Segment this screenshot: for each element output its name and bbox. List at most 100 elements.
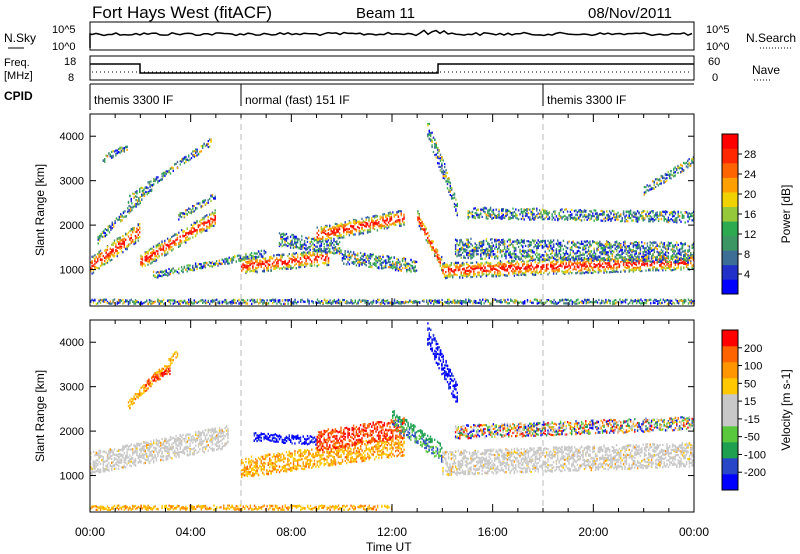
data-cell: [364, 261, 366, 264]
data-cell: [292, 255, 295, 258]
data-cell: [604, 243, 607, 246]
data-cell: [166, 274, 169, 277]
data-cell: [271, 257, 274, 260]
data-cell: [278, 241, 281, 245]
data-cell: [352, 227, 355, 230]
data-cell: [112, 250, 114, 253]
data-cell: [460, 238, 462, 241]
data-cell: [172, 267, 174, 270]
data-cell: [364, 263, 366, 266]
data-cell: [648, 257, 650, 260]
data-cell: [594, 255, 597, 258]
data-cell: [489, 264, 492, 267]
data-cell: [607, 251, 609, 254]
data-cell: [227, 259, 229, 263]
data-cell: [488, 212, 490, 215]
data-cell: [443, 266, 446, 269]
data-cell: [512, 272, 514, 275]
data-cell: [460, 253, 462, 256]
data-cell: [132, 229, 134, 232]
data-cell: [182, 235, 184, 238]
data-cell: [162, 274, 165, 277]
data-cell: [155, 244, 158, 247]
data-cell: [118, 241, 120, 244]
data-cell: [639, 248, 642, 251]
data-cell: [674, 262, 677, 265]
data-cell: [495, 243, 497, 246]
data-cell: [166, 237, 169, 240]
data-cell: [330, 230, 332, 233]
data-cell: [489, 250, 492, 253]
data-cell: [389, 216, 391, 219]
data-cell: [635, 247, 637, 250]
data-cell: [178, 214, 180, 217]
data-cell: [206, 229, 208, 232]
data-cell: [496, 274, 499, 277]
data-cell: [376, 261, 379, 264]
data-cell: [449, 275, 451, 278]
data-cell: [343, 262, 345, 265]
data-cell: [531, 271, 534, 274]
data-cell: [464, 242, 467, 245]
data-cell: [420, 218, 422, 221]
data-cell: [520, 270, 523, 273]
data-cell: [345, 263, 348, 266]
data-cell: [362, 229, 365, 233]
data-cell: [625, 246, 628, 249]
data-cell: [359, 230, 362, 233]
data-cell: [482, 249, 485, 252]
data-cell: [481, 272, 483, 275]
data-cell: [634, 254, 636, 257]
data-cell: [432, 247, 434, 250]
data-cell: [621, 246, 623, 249]
data-cell: [134, 205, 136, 208]
data-cell: [352, 219, 355, 222]
data-cell: [140, 262, 142, 265]
data-cell: [506, 267, 509, 270]
data-cell: [111, 223, 113, 226]
data-cell: [488, 264, 490, 267]
data-cell: [680, 242, 682, 245]
data-cell: [551, 249, 553, 252]
data-cell: [382, 254, 384, 257]
data-cell: [442, 272, 444, 275]
data-cell: [183, 230, 186, 233]
data-cell: [565, 261, 567, 264]
data-cell: [434, 145, 436, 148]
data-cell: [111, 155, 113, 158]
data-cell: [537, 265, 539, 268]
data-cell: [109, 259, 111, 262]
data-cell: [400, 214, 402, 217]
data-cell: [614, 257, 616, 260]
data-cell: [529, 255, 531, 258]
data-cell: [303, 247, 306, 250]
data-cell: [336, 249, 338, 252]
data-cell: [642, 251, 644, 254]
data-cell: [368, 218, 370, 221]
data-cell: [540, 240, 542, 243]
data-cell: [142, 194, 144, 197]
data-cell: [459, 250, 461, 253]
data-cell: [257, 262, 260, 265]
data-cell: [424, 233, 426, 236]
data-cell: [610, 250, 612, 253]
data-cell: [105, 257, 107, 260]
data-cell: [105, 261, 107, 264]
data-cell: [488, 249, 490, 252]
data-cell: [139, 200, 141, 203]
data-cell: [280, 254, 282, 258]
data-cell: [573, 261, 576, 264]
data-cell: [301, 235, 303, 238]
data-cell: [684, 259, 686, 262]
data-cell: [466, 275, 468, 278]
data-cell: [635, 250, 637, 253]
data-cell: [513, 247, 516, 250]
nsky-label: N.Sky: [4, 31, 36, 45]
data-cell: [434, 143, 436, 146]
data-cell: [515, 262, 517, 265]
data-cell: [309, 263, 311, 266]
data-cell: [118, 237, 120, 241]
data-cell: [449, 193, 451, 197]
data-cell: [135, 205, 137, 208]
data-cell: [253, 270, 255, 273]
